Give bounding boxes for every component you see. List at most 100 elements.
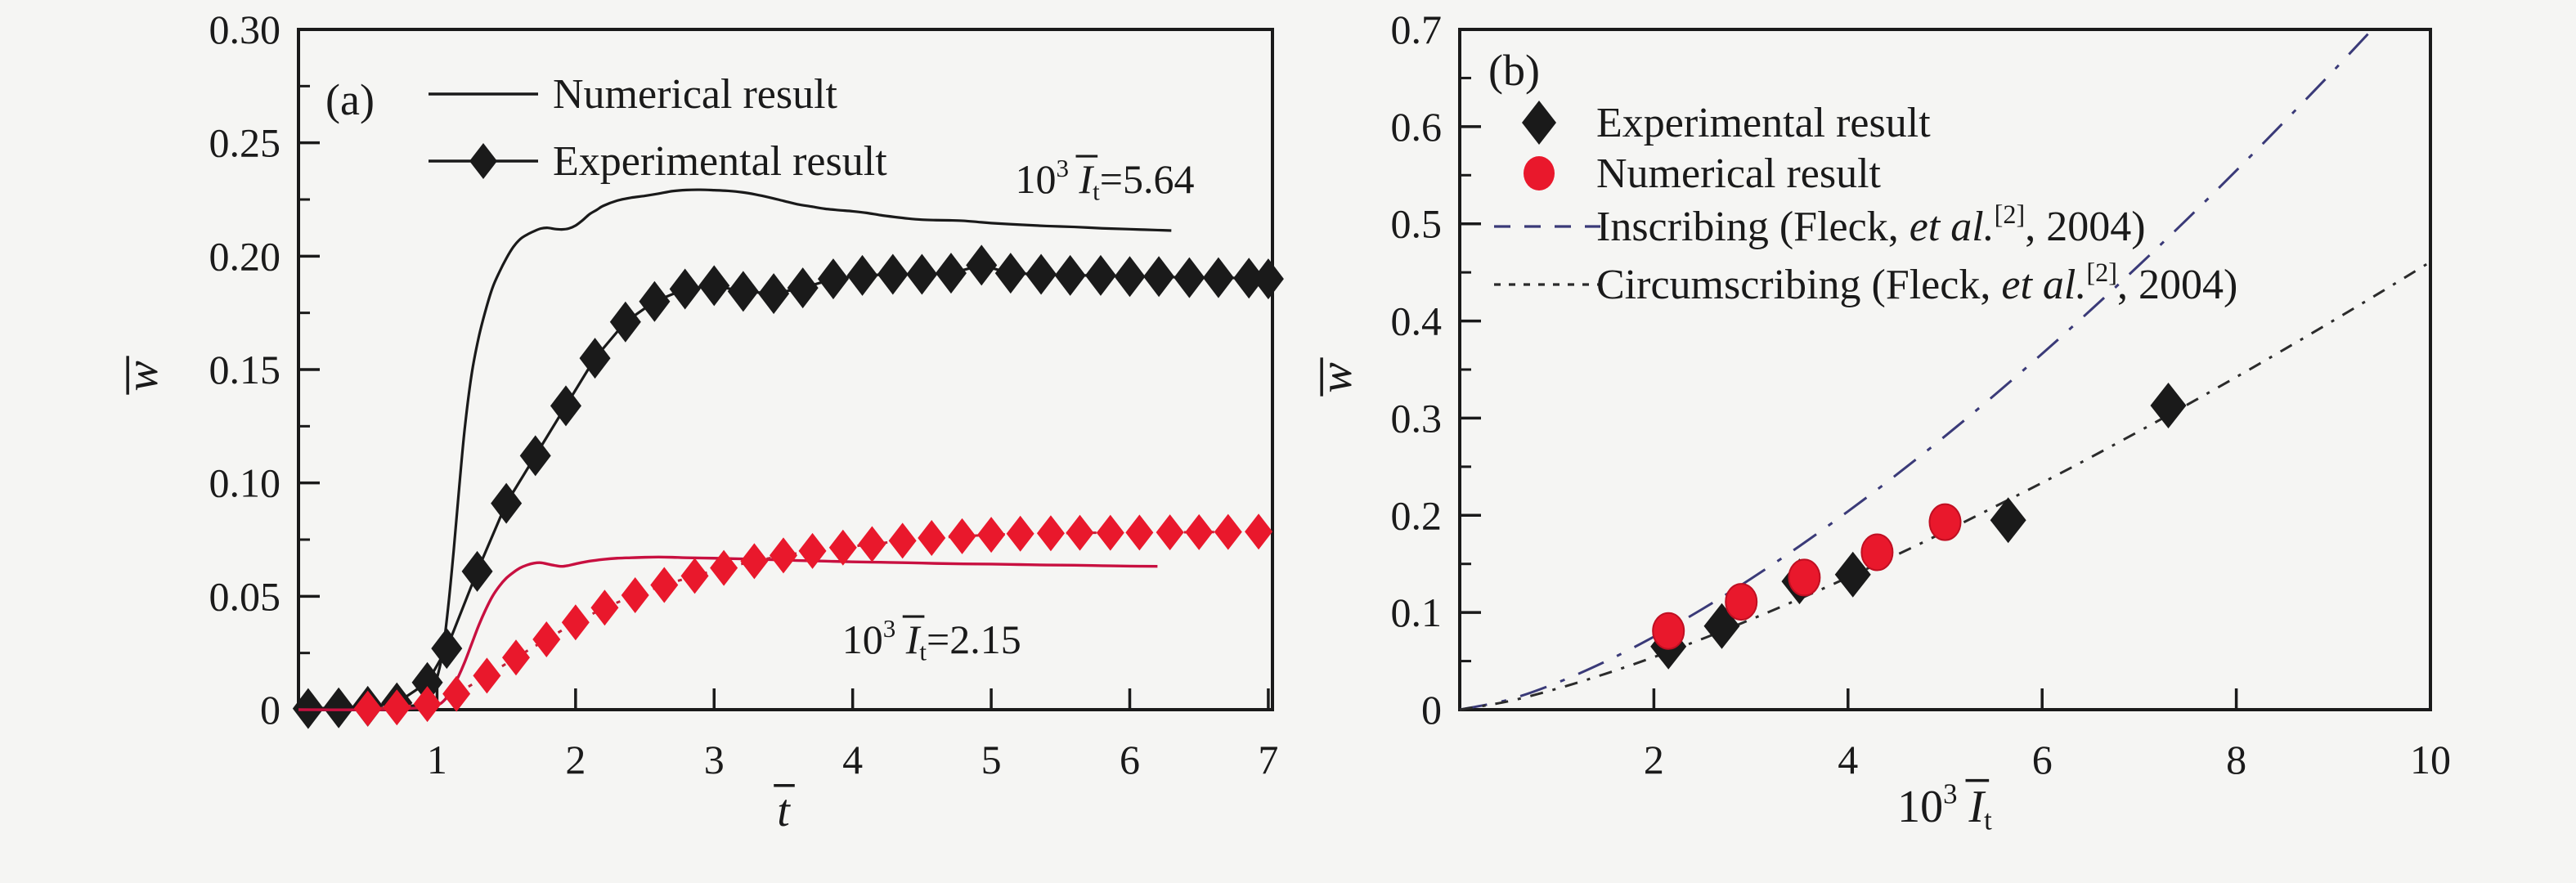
data-point-diamond xyxy=(609,301,641,343)
label-part: Inscribing (Fleck, xyxy=(1596,204,1910,250)
label-part: et al. xyxy=(1910,204,1995,250)
x-tick-label: 4 xyxy=(1838,737,1858,782)
data-point-diamond xyxy=(727,271,759,312)
data-point-diamond xyxy=(413,686,442,723)
data-point-diamond xyxy=(948,518,976,554)
legend: Numerical result Experimental result xyxy=(429,71,887,185)
panel-label: (a) xyxy=(325,75,375,124)
data-point-diamond xyxy=(817,258,849,300)
label-part: I xyxy=(1968,782,1986,832)
series-a-0 xyxy=(298,188,1172,711)
legend-label: Numerical result xyxy=(1596,150,1882,197)
series-a-2 xyxy=(298,555,1158,711)
x-tick-label: 6 xyxy=(2032,737,2053,782)
plot-border xyxy=(297,28,1274,711)
data-point-diamond xyxy=(888,522,917,559)
data-point-diamond xyxy=(740,543,769,580)
data-point-diamond xyxy=(1156,514,1184,551)
legend-label-text: Experimental result xyxy=(553,138,887,185)
y-axis-title-text: w xyxy=(117,361,168,391)
series-curve xyxy=(298,555,1158,711)
data-point-diamond xyxy=(977,517,1006,554)
y-axis-title-group: w xyxy=(1311,357,1362,397)
legend-diamond-icon xyxy=(1522,101,1556,145)
annotation: 103 It=5.64 xyxy=(1016,154,1195,206)
panel-label-text: (b) xyxy=(1488,46,1540,95)
data-point-diamond xyxy=(353,690,382,727)
data-point-diamond xyxy=(561,604,590,641)
data-point-diamond xyxy=(1990,497,2026,544)
legend-row: Experimental result xyxy=(429,138,887,185)
label-part xyxy=(1958,782,1969,832)
y-tick-label: 0.4 xyxy=(1391,298,1443,344)
label-part: (b) xyxy=(1488,46,1540,95)
legend-diamond-icon xyxy=(469,143,497,179)
data-point-diamond xyxy=(1143,256,1175,298)
series-b-3 xyxy=(1652,503,1962,650)
data-point-diamond xyxy=(1214,513,1242,550)
data-point-diamond xyxy=(858,526,886,563)
label-part: 10 xyxy=(1016,156,1057,202)
series-a-1 xyxy=(292,244,1284,729)
data-point-diamond xyxy=(680,558,709,594)
x-tick-label: 2 xyxy=(565,737,586,782)
y-axis-title: w xyxy=(117,356,168,395)
legend-row: Experimental result xyxy=(1522,100,1931,146)
y-tick-label: 0 xyxy=(260,687,280,733)
panel-label: (b) xyxy=(1488,46,1540,95)
y-tick-label: 0.10 xyxy=(209,460,281,506)
data-point-diamond xyxy=(1006,515,1034,552)
label-part: 3 xyxy=(1943,778,1957,810)
data-point-diamond xyxy=(1096,514,1124,551)
data-point-circle xyxy=(1860,533,1894,571)
label-part: [2] xyxy=(1995,199,2026,229)
data-point-diamond xyxy=(461,550,493,592)
y-tick-label: 0.2 xyxy=(1391,492,1443,538)
data-point-diamond xyxy=(787,267,819,309)
label-part: Experimental result xyxy=(553,138,887,185)
legend-label: Experimental result xyxy=(553,138,887,185)
label-part: , 2004) xyxy=(2025,204,2145,250)
data-point-diamond xyxy=(698,265,730,307)
y-tick-label: 0.30 xyxy=(209,7,281,52)
y-tick-label: 0.1 xyxy=(1391,589,1443,635)
series-curve xyxy=(298,188,1172,711)
data-point-circle xyxy=(1788,558,1821,597)
annotation: 103 It=2.15 xyxy=(842,614,1021,666)
data-point-diamond xyxy=(1174,257,1205,298)
legend-circle-icon xyxy=(1524,156,1555,190)
data-point-diamond xyxy=(1125,514,1154,551)
label-part: (a) xyxy=(325,75,375,124)
y-tick-label: 0 xyxy=(1421,687,1442,733)
label-part: t xyxy=(919,638,927,666)
data-point-diamond xyxy=(1185,513,1214,550)
x-tick-label: 5 xyxy=(981,737,1002,782)
x-tick-label: 2 xyxy=(1644,737,1664,782)
data-point-diamond xyxy=(1025,253,1057,295)
data-point-diamond xyxy=(431,628,463,670)
data-point-diamond xyxy=(710,549,738,586)
series-b-0 xyxy=(1459,28,2373,711)
y-tick-label: 0.3 xyxy=(1391,395,1443,441)
x-axis-title-text: t xyxy=(777,786,791,836)
series-b-2 xyxy=(1650,382,2187,670)
legend-label-text: Inscribing (Fleck, et al.[2], 2004) xyxy=(1596,199,2146,250)
data-point-diamond xyxy=(1114,256,1146,298)
data-point-diamond xyxy=(828,529,857,566)
data-point-diamond xyxy=(442,675,471,712)
series-a-3 xyxy=(353,513,1273,727)
panel-a: 0 0.05 0.10 0.15 0.20 0.25 0.30 1 2 3 4 5 6 7 t w Numeri… xyxy=(117,7,1284,836)
legend-label: Numerical result xyxy=(553,71,838,118)
legend-label: Experimental result xyxy=(1596,100,1931,146)
legend-label-text: Experimental result xyxy=(1596,100,1931,146)
label-part: I xyxy=(1079,156,1095,202)
panel-label-text: (a) xyxy=(325,75,375,124)
data-point-diamond xyxy=(758,273,790,315)
data-point-diamond xyxy=(491,482,523,524)
data-point-diamond xyxy=(501,639,530,676)
x-tick-label: 6 xyxy=(1120,737,1140,782)
x-axis-title: 103 It xyxy=(1897,778,1992,836)
